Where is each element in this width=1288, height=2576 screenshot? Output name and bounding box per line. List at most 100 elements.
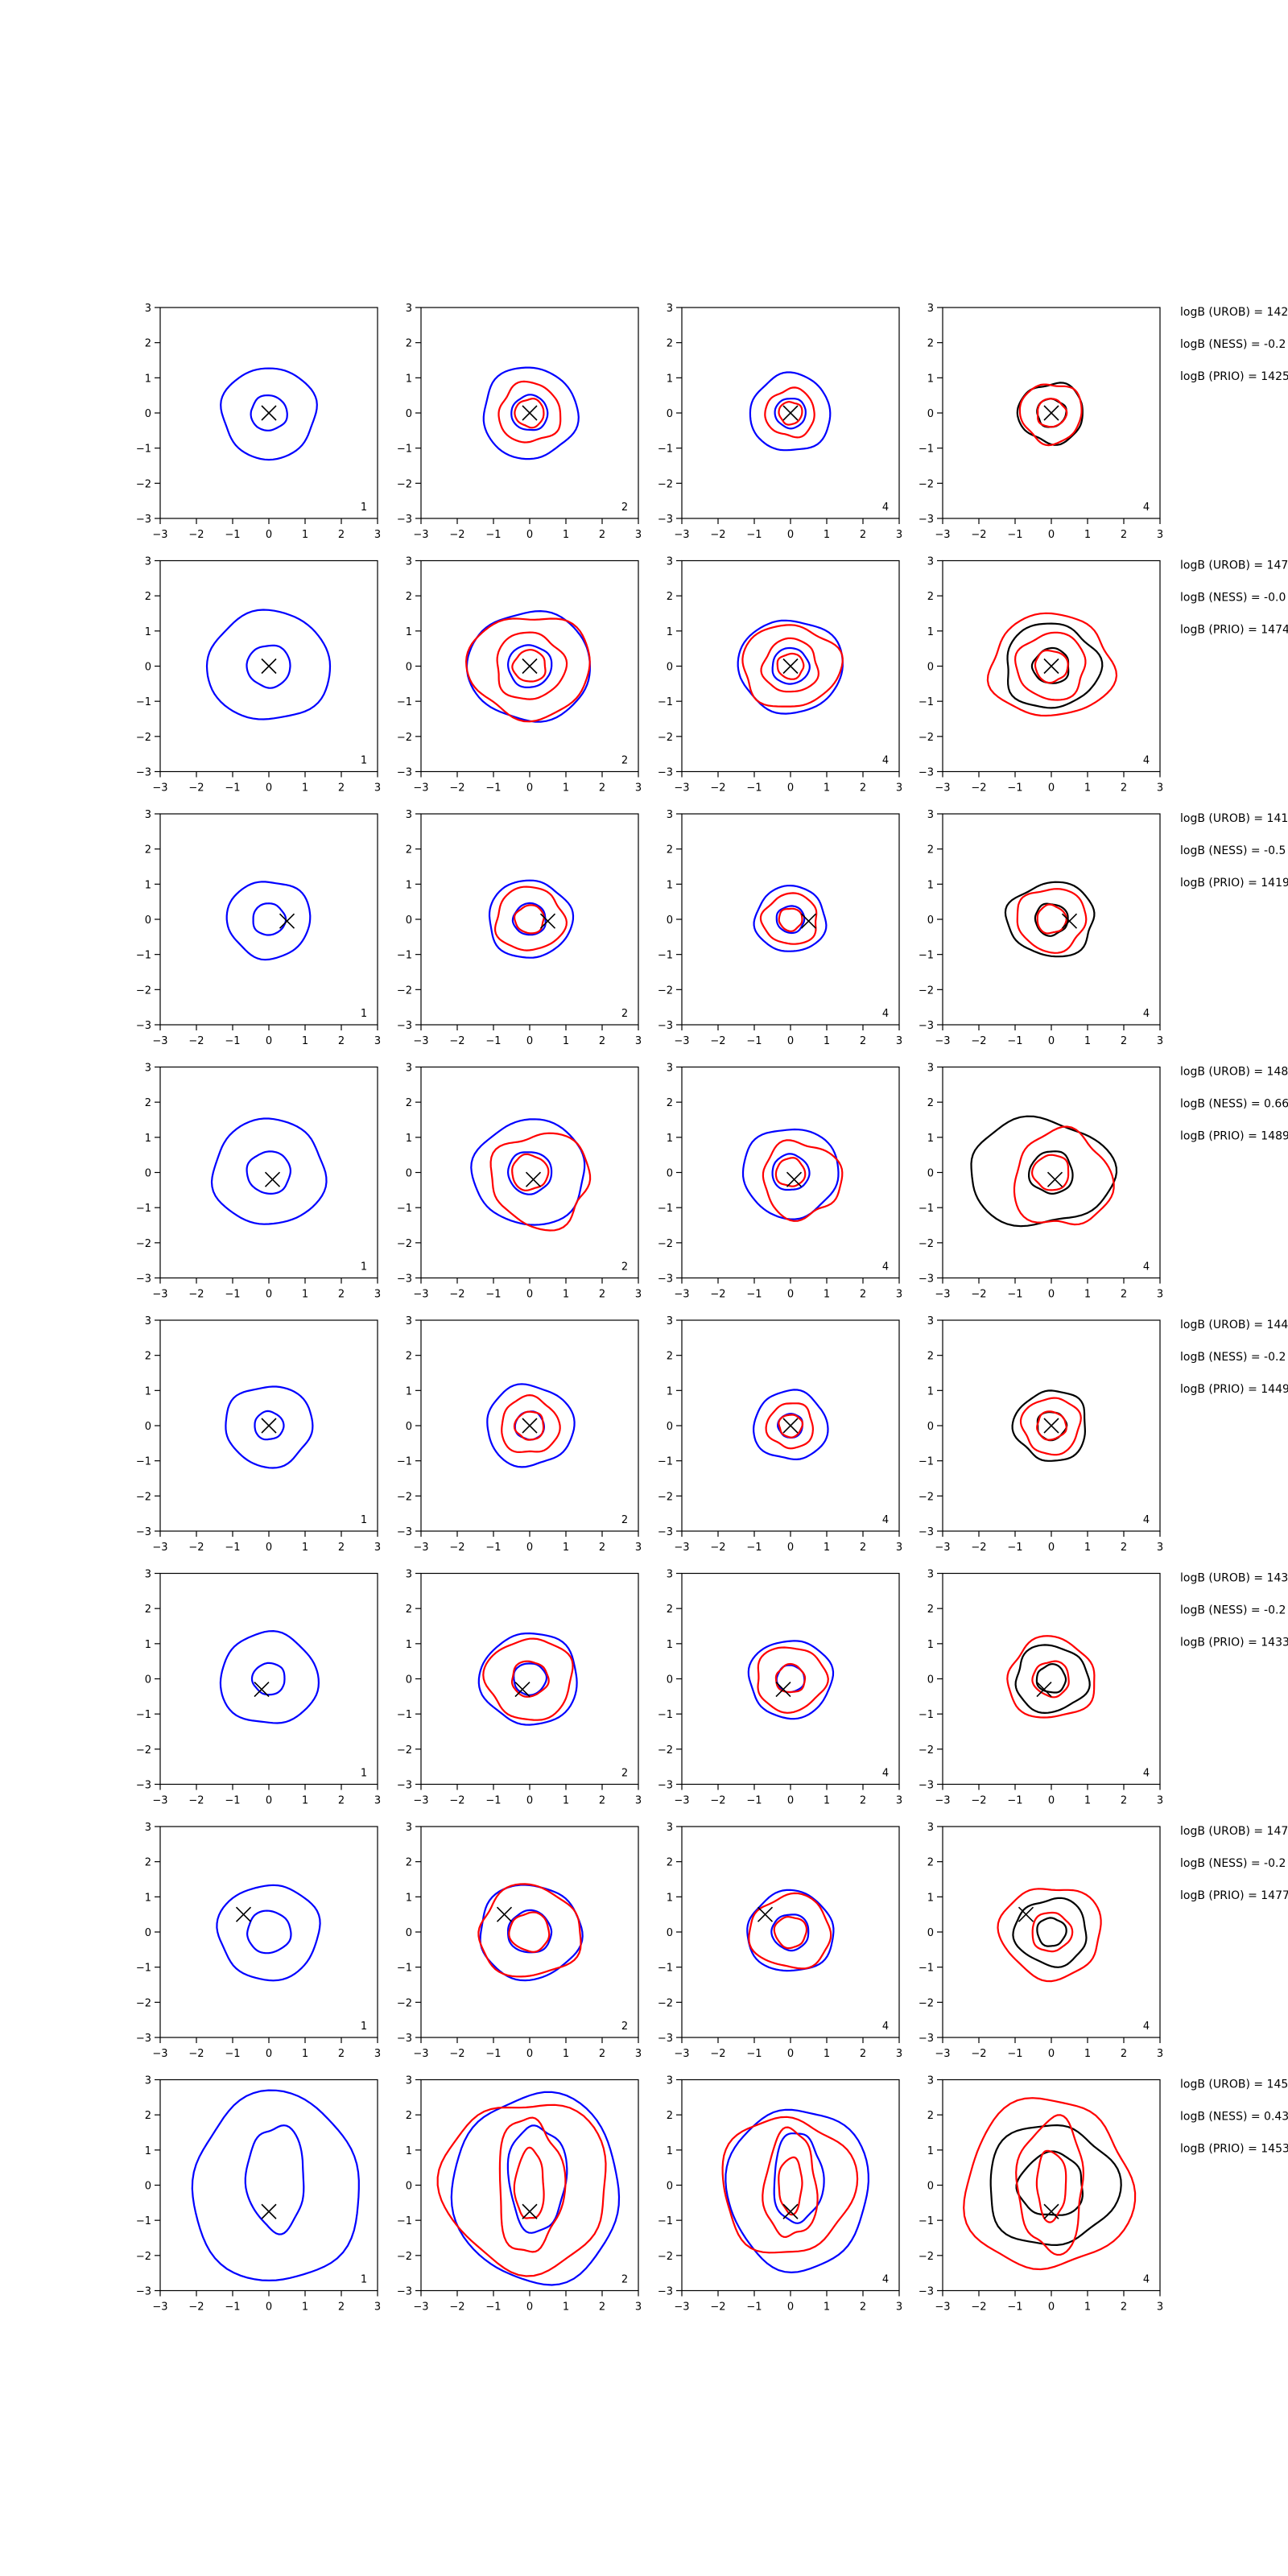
blue-contour xyxy=(724,2108,870,2274)
x-tick-label: 2 xyxy=(338,1795,345,1807)
x-tick-label: 1 xyxy=(1084,782,1091,795)
logb-annotation: logB (NESS) = -0.2 xyxy=(1180,1857,1286,1870)
y-tick-label: −1 xyxy=(136,950,151,962)
contour-panel: −3−3 −2 −2 −1 −1 0 0 1 1 2 2 3 3 4 xyxy=(919,1315,1163,1554)
x-tick-label: 0 xyxy=(787,1035,794,1047)
y-tick-label: 2 xyxy=(667,2110,673,2122)
blue-contour xyxy=(470,1118,586,1226)
contour-panel: −3−3 −2 −2 −1 −1 0 0 1 1 2 2 3 3 4 xyxy=(919,1822,1163,2060)
x-tick-label: −1 xyxy=(1007,2301,1022,2314)
y-tick-label: 2 xyxy=(667,338,673,350)
y-tick-label: −1 xyxy=(658,2215,673,2227)
red-contour xyxy=(514,398,545,429)
y-tick-label: 3 xyxy=(145,1569,151,1581)
y-tick-label: −1 xyxy=(136,1963,151,1975)
y-tick-label: 0 xyxy=(667,1421,673,1433)
x-tick-label: 3 xyxy=(896,1289,902,1301)
x-tick-label: 1 xyxy=(824,529,830,541)
x-tick-label: 0 xyxy=(526,2048,533,2060)
y-tick-label: 3 xyxy=(667,809,673,821)
x-tick-label: 3 xyxy=(1157,1289,1163,1301)
y-tick-label: 2 xyxy=(406,2110,412,2122)
red-contour xyxy=(1031,1911,1074,1953)
x-tick-label: 3 xyxy=(896,1795,902,1807)
x-tick-label: 1 xyxy=(563,1795,569,1807)
y-tick-label: 2 xyxy=(927,844,934,857)
blue-contour xyxy=(210,1117,328,1225)
axes-frame xyxy=(942,1826,1161,2038)
x-tick-label: −3 xyxy=(152,782,167,795)
x-tick-label: 1 xyxy=(302,1542,308,1554)
red-contour xyxy=(1006,1635,1096,1719)
x-tick-label: 2 xyxy=(1121,782,1127,795)
red-contour xyxy=(778,1414,804,1439)
x-tick-label: 3 xyxy=(374,1289,381,1301)
x-tick-label: 1 xyxy=(824,2048,830,2060)
x-tick-label: −3 xyxy=(935,2048,950,2060)
x-tick-label: 0 xyxy=(266,1035,272,1047)
panel-label: 4 xyxy=(882,1261,889,1274)
red-contour xyxy=(721,2116,859,2254)
axes-frame xyxy=(942,813,1161,1026)
blue-contour xyxy=(775,905,806,935)
y-tick-label: −2 xyxy=(136,985,151,997)
y-tick-label: −1 xyxy=(658,950,673,962)
y-tick-label: −2 xyxy=(397,1744,412,1757)
y-tick-label: −3 xyxy=(397,514,412,526)
red-contour xyxy=(501,1393,561,1454)
x-tick-label: 0 xyxy=(1048,782,1055,795)
contour-panel: −3−3 −2 −2 −1 −1 0 0 1 1 2 2 3 3 4 xyxy=(919,809,1163,1047)
x-tick-label: −1 xyxy=(485,529,501,541)
x-tick-label: −3 xyxy=(935,1289,950,1301)
axes-frame xyxy=(420,1572,639,1785)
y-tick-label: −1 xyxy=(658,1709,673,1721)
y-tick-label: 3 xyxy=(145,1822,151,1834)
x-tick-label: 3 xyxy=(1157,2048,1163,2060)
x-tick-label: −2 xyxy=(188,2048,204,2060)
y-tick-label: −1 xyxy=(919,950,934,962)
y-tick-label: 3 xyxy=(927,303,934,315)
x-tick-label: 0 xyxy=(266,529,272,541)
x-tick-label: −2 xyxy=(971,2048,986,2060)
black-contour xyxy=(1012,1897,1088,1968)
x-tick-label: 1 xyxy=(824,782,830,795)
red-contour xyxy=(510,1660,550,1698)
contour-panel: −3−3 −2 −2 −1 −1 0 0 1 1 2 2 3 3 4 xyxy=(658,1315,902,1554)
x-tick-label: −3 xyxy=(413,529,428,541)
y-tick-label: 3 xyxy=(406,1063,412,1075)
marker-x xyxy=(1043,2203,1059,2219)
blue-contour xyxy=(482,366,580,460)
red-contour xyxy=(741,624,844,708)
panel-label: 4 xyxy=(882,2021,889,2033)
y-tick-label: −3 xyxy=(919,1780,934,1792)
y-tick-label: −1 xyxy=(658,1963,673,1975)
marker-x xyxy=(757,1906,774,1922)
y-tick-label: −3 xyxy=(919,1526,934,1538)
black-contour xyxy=(1016,382,1084,446)
y-tick-label: 3 xyxy=(406,809,412,821)
blue-contour xyxy=(753,884,828,952)
panel-label: 1 xyxy=(361,1008,367,1020)
y-tick-label: −2 xyxy=(919,732,934,744)
marker-x xyxy=(1046,1171,1063,1187)
x-tick-label: −2 xyxy=(188,529,204,541)
x-tick-label: 0 xyxy=(1048,2301,1055,2314)
marker-x xyxy=(1043,405,1059,421)
x-tick-label: −1 xyxy=(485,1035,501,1047)
x-tick-label: 3 xyxy=(635,782,642,795)
blue-contour xyxy=(252,902,287,936)
y-tick-label: −2 xyxy=(658,1491,673,1503)
red-contour xyxy=(511,649,547,683)
logb-annotation: logB (UROB) = 147 xyxy=(1180,559,1288,572)
contour-panel: −3−3 −2 −2 −1 −1 0 0 1 1 2 2 3 3 2 xyxy=(397,2075,642,2314)
y-tick-label: 2 xyxy=(406,338,412,350)
x-tick-label: −3 xyxy=(413,2048,428,2060)
x-tick-label: −1 xyxy=(225,1289,240,1301)
axes-frame xyxy=(681,813,900,1026)
red-contour xyxy=(773,1915,808,1950)
y-tick-label: 3 xyxy=(927,1063,934,1075)
x-tick-label: −1 xyxy=(225,2301,240,2314)
x-tick-label: −1 xyxy=(225,1542,240,1554)
x-tick-label: 3 xyxy=(635,2301,642,2314)
x-tick-label: 1 xyxy=(563,2301,569,2314)
